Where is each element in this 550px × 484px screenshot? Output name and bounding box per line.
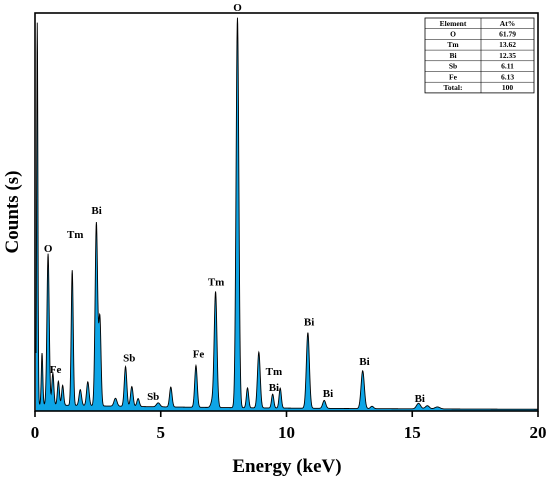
x-tick-label: 20 <box>530 423 547 442</box>
peak-label-fe: Fe <box>50 364 62 376</box>
x-tick-label: 0 <box>31 423 40 442</box>
table-cell: 13.62 <box>499 40 516 49</box>
table-cell: O <box>450 30 456 39</box>
peak-label-fe: Fe <box>193 348 205 360</box>
table-cell: 6.11 <box>501 62 514 71</box>
peak-label-sb: Sb <box>123 352 135 364</box>
table-border <box>424 17 535 94</box>
table-cell: Total: <box>444 83 463 92</box>
peak-label-tm: Tm <box>208 277 225 289</box>
x-axis-ticks: 0 5 10 15 20 <box>31 411 547 442</box>
peak-label-bi: Bi <box>323 388 333 400</box>
peak-annotations: O Fe Tm Bi Sb Sb Fe Tm O Tm Bi Bi Bi Bi Bi <box>44 2 425 405</box>
peak-label-bi: Bi <box>359 356 369 368</box>
table-cell: Sb <box>449 62 457 71</box>
x-axis-title: Energy (keV) <box>232 456 341 477</box>
table-cell: 12.35 <box>499 51 516 60</box>
table-cell: 100 <box>502 83 514 92</box>
x-tick-label: 15 <box>404 423 421 442</box>
x-tick-label: 5 <box>157 423 166 442</box>
table-cell: Tm <box>447 40 459 49</box>
peak-label-o: O <box>44 243 53 255</box>
peak-label-tm: Tm <box>266 366 283 378</box>
x-tick-label: 10 <box>278 423 295 442</box>
peak-label-bi: Bi <box>415 393 425 405</box>
plot-area <box>35 17 539 412</box>
table-cell: Bi <box>449 51 456 60</box>
peak-label-bi: Bi <box>91 205 101 217</box>
table-cell: 6.13 <box>501 72 514 81</box>
table-cell: Fe <box>449 72 458 81</box>
y-axis-title: Counts (s) <box>2 171 23 254</box>
peak-label-sb: Sb <box>147 391 159 403</box>
peak-label-o: O <box>233 2 242 14</box>
table-header-cell: Element <box>440 19 467 28</box>
peak-label-tm: Tm <box>67 229 84 241</box>
peak-label-bi: Bi <box>269 382 279 394</box>
peak-label-bi: Bi <box>304 316 314 328</box>
spectrum-line <box>35 17 539 410</box>
table-cell: 61.79 <box>499 30 516 39</box>
composition-table: Element At% O 61.79 Tm 13.62 Bi 12.35 Sb 6.11 Fe 6.… <box>424 17 535 94</box>
table-header-cell: At% <box>500 19 515 28</box>
